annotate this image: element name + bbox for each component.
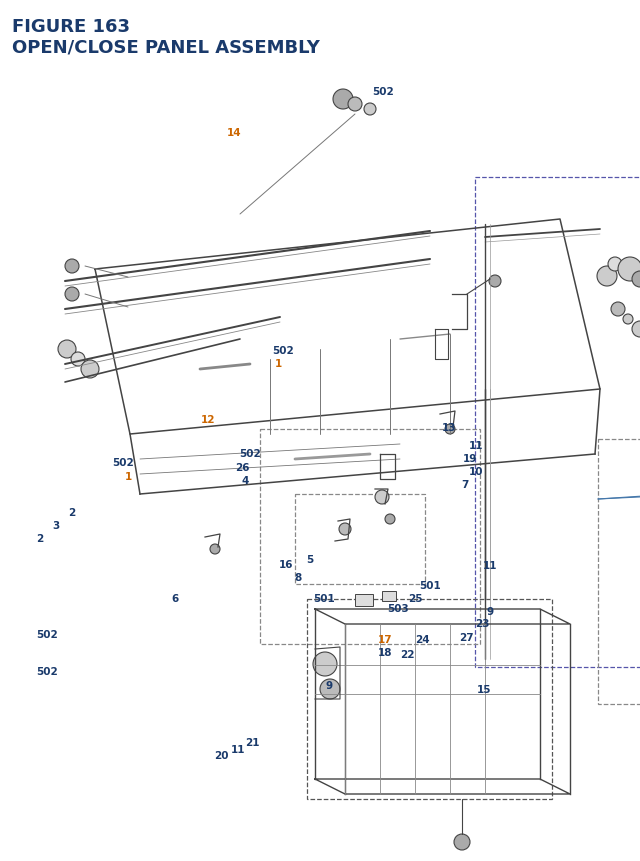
Text: 15: 15: [477, 684, 492, 694]
Text: 22: 22: [400, 649, 415, 660]
Circle shape: [71, 353, 85, 367]
Circle shape: [623, 314, 633, 325]
Text: 1: 1: [275, 358, 282, 369]
Text: 501: 501: [314, 593, 335, 604]
Circle shape: [611, 303, 625, 317]
Text: 502: 502: [372, 87, 394, 97]
Text: 502: 502: [272, 345, 294, 356]
Text: FIGURE 163: FIGURE 163: [12, 18, 130, 36]
Circle shape: [65, 260, 79, 274]
Text: 23: 23: [475, 618, 490, 629]
Text: 503: 503: [387, 604, 409, 614]
Circle shape: [58, 341, 76, 358]
Circle shape: [333, 90, 353, 110]
Text: 4: 4: [242, 475, 250, 486]
Text: 2: 2: [36, 533, 44, 543]
Circle shape: [339, 523, 351, 536]
Text: 3: 3: [52, 520, 60, 530]
Text: 18: 18: [378, 647, 392, 657]
Text: 14: 14: [227, 127, 242, 138]
Bar: [355, 594, 373, 606]
Text: 19: 19: [463, 454, 477, 464]
Text: 7: 7: [461, 480, 468, 490]
Circle shape: [320, 679, 340, 699]
Circle shape: [445, 424, 455, 435]
Text: 21: 21: [245, 737, 260, 747]
Circle shape: [618, 257, 640, 282]
Bar: [295, 494, 425, 585]
Bar: [382, 592, 396, 601]
Circle shape: [608, 257, 622, 272]
Text: 9: 9: [325, 680, 332, 691]
Text: 11: 11: [483, 561, 498, 571]
Text: 502: 502: [239, 449, 260, 459]
Circle shape: [632, 322, 640, 338]
Circle shape: [364, 104, 376, 116]
Circle shape: [489, 276, 501, 288]
Text: 2: 2: [68, 507, 76, 517]
Text: 11: 11: [469, 440, 484, 450]
Circle shape: [597, 267, 617, 287]
Text: 502: 502: [36, 629, 58, 640]
Bar: [475, 177, 640, 667]
Bar: [598, 439, 640, 704]
Circle shape: [313, 653, 337, 676]
Text: 12: 12: [200, 414, 215, 424]
Text: 20: 20: [214, 750, 229, 760]
Circle shape: [210, 544, 220, 554]
Text: 1: 1: [125, 471, 132, 481]
Circle shape: [81, 361, 99, 379]
Text: 16: 16: [278, 560, 293, 570]
Text: 24: 24: [415, 635, 429, 645]
Text: 6: 6: [171, 593, 178, 604]
Circle shape: [385, 514, 395, 524]
Text: 17: 17: [378, 634, 392, 644]
Circle shape: [65, 288, 79, 301]
Bar: [260, 430, 480, 644]
Text: 502: 502: [36, 666, 58, 677]
Text: 10: 10: [469, 467, 484, 477]
Text: 26: 26: [236, 462, 250, 473]
Circle shape: [454, 834, 470, 850]
Text: 5: 5: [306, 554, 313, 565]
Circle shape: [375, 491, 389, 505]
Text: 9: 9: [486, 606, 493, 616]
Circle shape: [632, 272, 640, 288]
Text: OPEN/CLOSE PANEL ASSEMBLY: OPEN/CLOSE PANEL ASSEMBLY: [12, 38, 320, 56]
Text: 502: 502: [112, 457, 134, 468]
Bar: [307, 599, 552, 799]
Text: 13: 13: [442, 423, 456, 433]
Text: 8: 8: [294, 572, 301, 582]
Text: 27: 27: [460, 632, 474, 642]
Circle shape: [348, 98, 362, 112]
Text: 11: 11: [230, 744, 245, 754]
Text: 501: 501: [419, 580, 441, 591]
Text: 25: 25: [408, 593, 423, 604]
